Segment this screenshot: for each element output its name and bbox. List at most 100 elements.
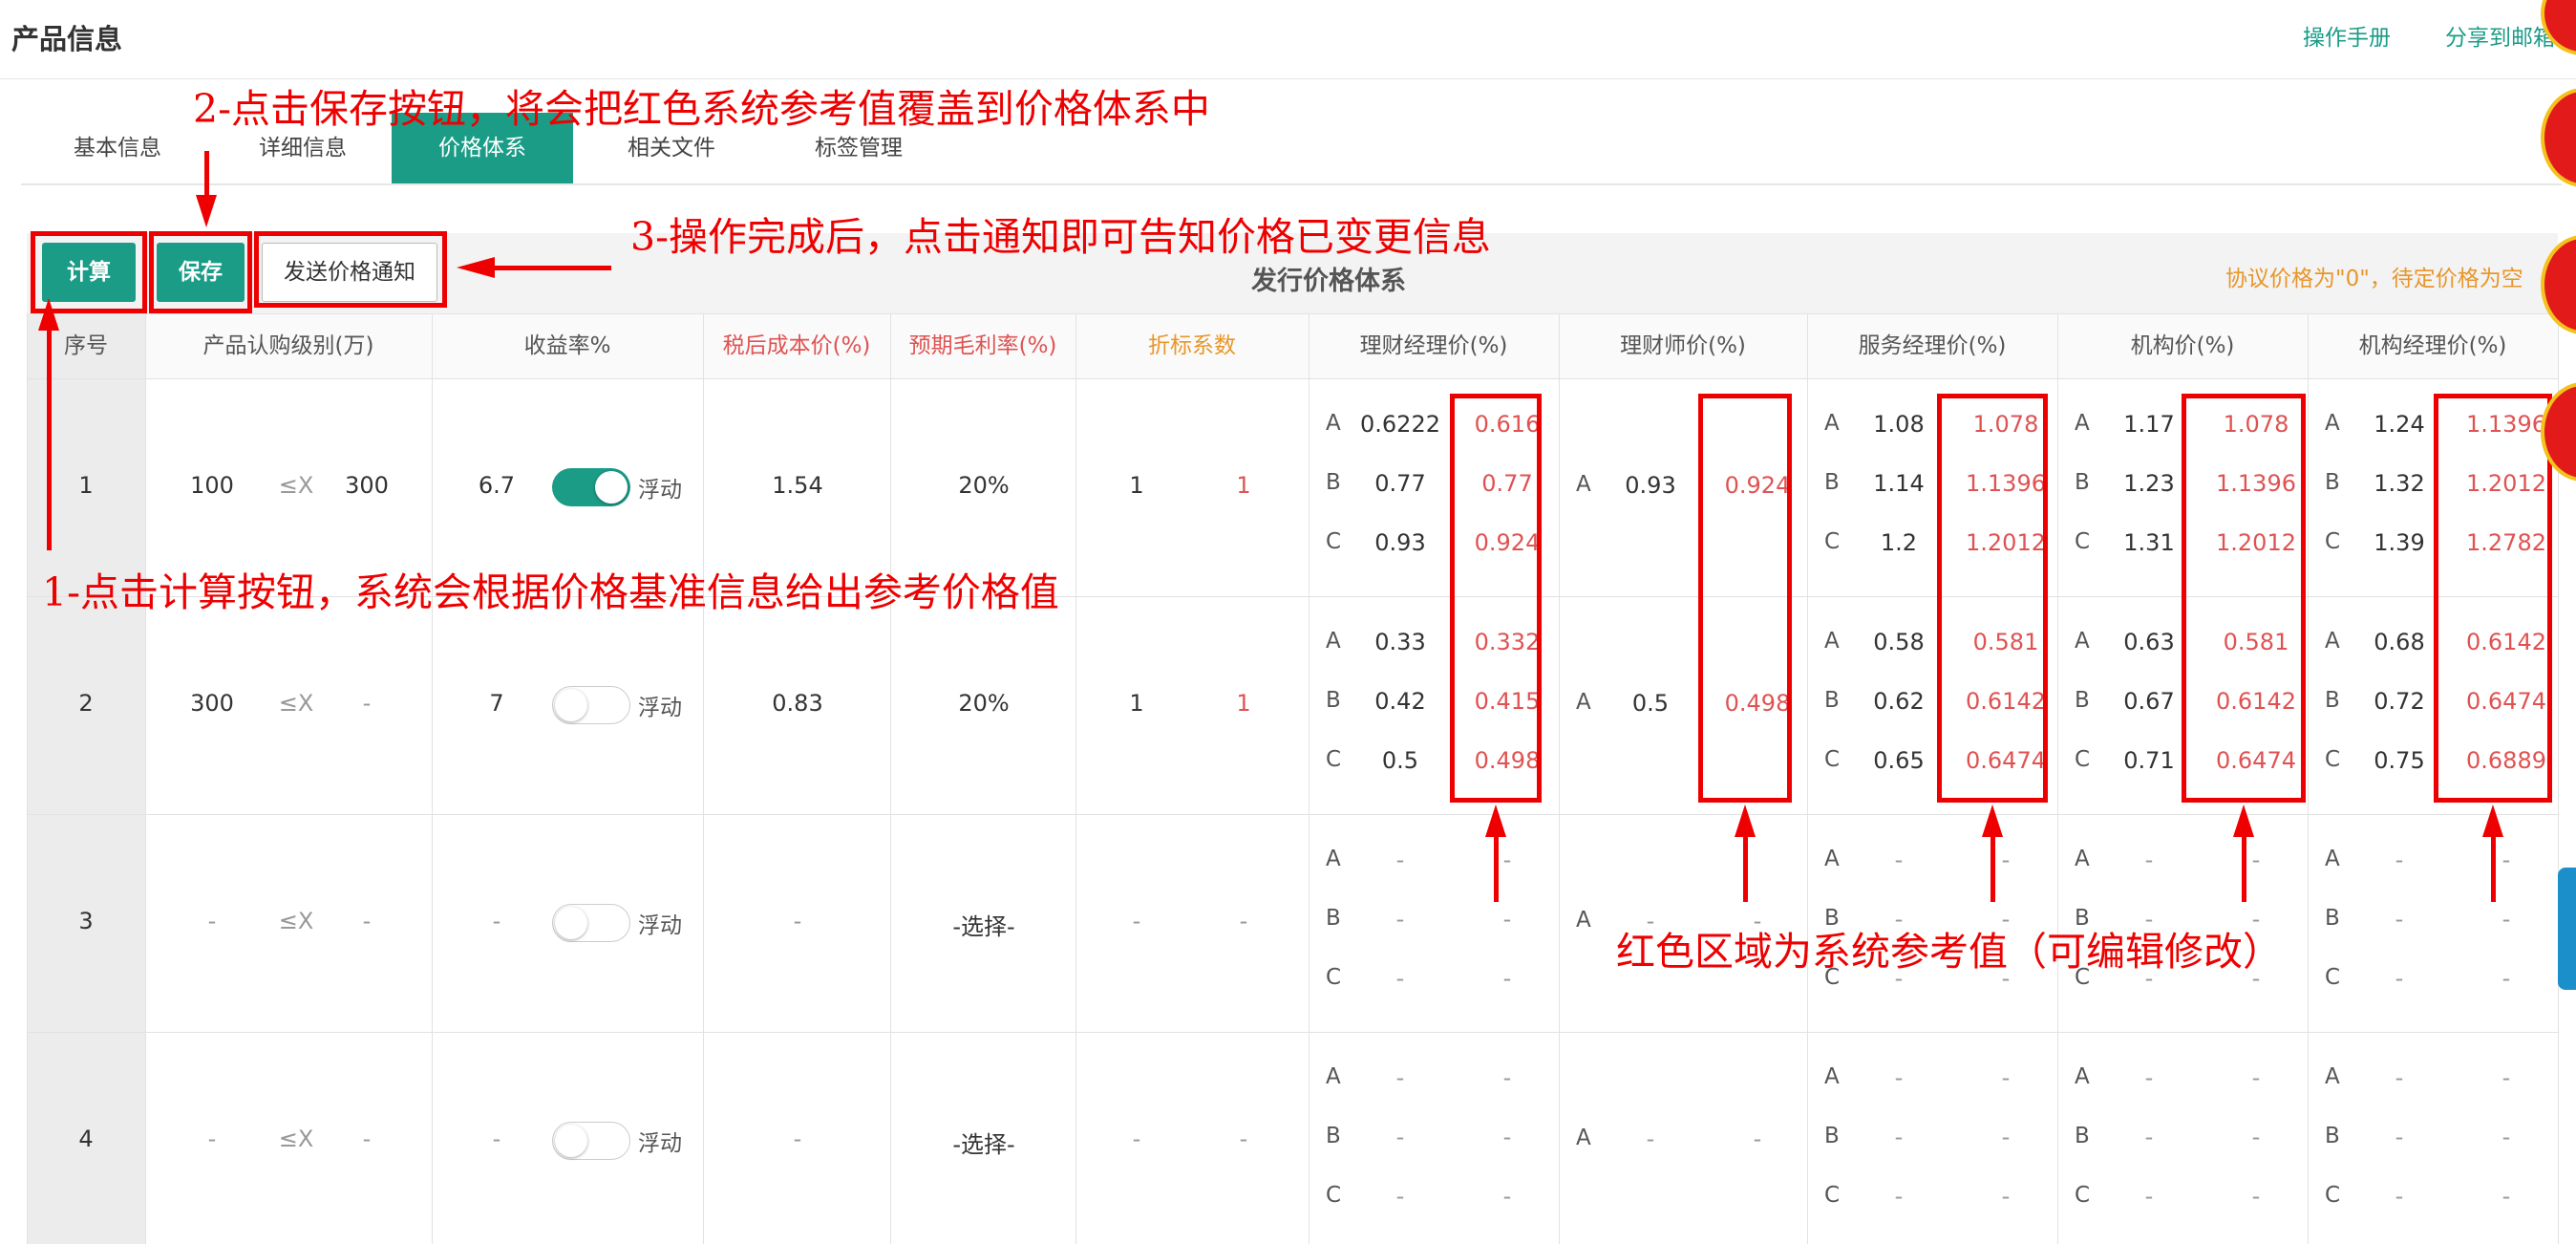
service-manager-price-reference[interactable]: -: [2001, 1064, 2011, 1091]
institution-price-input[interactable]: 0.67: [2123, 688, 2175, 715]
yield-rate-input[interactable]: -: [492, 1126, 501, 1152]
institution-price-reference[interactable]: -: [2251, 906, 2261, 933]
institution-manager-price-input[interactable]: 0.72: [2374, 688, 2425, 715]
tab-related-files[interactable]: 相关文件: [628, 136, 715, 161]
after-tax-cost[interactable]: -: [793, 1126, 802, 1152]
institution-manager-price-reference[interactable]: 1.1396: [2466, 411, 2546, 438]
tier-min-input[interactable]: 100: [190, 472, 234, 499]
calculate-button[interactable]: 计算: [42, 243, 136, 302]
yield-rate-input[interactable]: 7: [489, 690, 504, 717]
wealth-manager-price-reference[interactable]: -: [1502, 1183, 1512, 1210]
institution-price-input[interactable]: -: [2144, 1124, 2154, 1150]
service-manager-price-reference[interactable]: 0.6474: [1966, 747, 2046, 774]
float-toggle[interactable]: [552, 468, 630, 506]
institution-manager-price-input[interactable]: 1.24: [2374, 411, 2425, 438]
institution-manager-price-reference[interactable]: 0.6889: [2466, 747, 2546, 774]
wealth-manager-price-reference[interactable]: -: [1502, 847, 1512, 873]
financial-planner-price-reference[interactable]: -: [1753, 908, 1762, 934]
institution-price-reference[interactable]: 1.1396: [2216, 470, 2296, 497]
service-manager-price-reference[interactable]: -: [2001, 906, 2011, 933]
service-manager-price-reference[interactable]: -: [2001, 1124, 2011, 1150]
wealth-manager-price-input[interactable]: -: [1395, 1124, 1405, 1150]
service-manager-price-reference[interactable]: -: [2001, 1183, 2011, 1210]
service-manager-price-reference[interactable]: -: [2001, 965, 2011, 992]
service-manager-price-input[interactable]: -: [1894, 906, 1904, 933]
financial-planner-price-input[interactable]: -: [1646, 908, 1655, 934]
discount-coef-ref[interactable]: 1: [1236, 472, 1251, 499]
institution-price-input[interactable]: -: [2144, 906, 2154, 933]
financial-planner-price-reference[interactable]: 0.498: [1724, 690, 1791, 717]
service-manager-price-reference[interactable]: 1.078: [1972, 411, 2039, 438]
institution-price-input[interactable]: -: [2144, 1183, 2154, 1210]
expected-margin[interactable]: -选择-: [952, 913, 1015, 940]
wealth-manager-price-input[interactable]: 0.5: [1381, 747, 1419, 774]
tab-detail-info[interactable]: 详细信息: [259, 136, 347, 161]
service-manager-price-input[interactable]: -: [1894, 847, 1904, 873]
institution-manager-price-reference[interactable]: -: [2501, 906, 2511, 933]
after-tax-cost[interactable]: 1.54: [772, 472, 823, 499]
expected-margin[interactable]: 20%: [958, 690, 1010, 717]
institution-manager-price-input[interactable]: 0.68: [2374, 629, 2425, 655]
institution-price-input[interactable]: -: [2144, 847, 2154, 873]
service-manager-price-input[interactable]: 0.65: [1873, 747, 1925, 774]
service-manager-price-input[interactable]: 1.14: [1873, 470, 1925, 497]
expected-margin[interactable]: -选择-: [952, 1131, 1015, 1158]
institution-price-input[interactable]: 1.23: [2123, 470, 2175, 497]
float-toggle[interactable]: [552, 904, 630, 942]
institution-manager-price-input[interactable]: -: [2395, 847, 2404, 873]
institution-manager-price-input[interactable]: 1.39: [2374, 529, 2425, 556]
wealth-manager-price-input[interactable]: -: [1395, 965, 1405, 992]
float-toggle[interactable]: [552, 1122, 630, 1160]
wealth-manager-price-input[interactable]: 0.33: [1374, 629, 1426, 655]
discount-coef[interactable]: -: [1132, 1126, 1141, 1152]
discount-coef[interactable]: 1: [1129, 690, 1144, 717]
financial-planner-price-input[interactable]: 0.5: [1631, 690, 1670, 717]
discount-coef-ref[interactable]: 1: [1236, 690, 1251, 717]
service-manager-price-input[interactable]: -: [1894, 1124, 1904, 1150]
discount-coef[interactable]: 1: [1129, 472, 1144, 499]
wealth-manager-price-reference[interactable]: 0.616: [1474, 411, 1541, 438]
tab-tag-management[interactable]: 标签管理: [815, 136, 903, 161]
float-toggle[interactable]: [552, 686, 630, 724]
institution-manager-price-input[interactable]: -: [2395, 906, 2404, 933]
wealth-manager-price-reference[interactable]: -: [1502, 906, 1512, 933]
wealth-manager-price-reference[interactable]: 0.77: [1481, 470, 1533, 497]
institution-manager-price-input[interactable]: -: [2395, 1124, 2404, 1150]
discount-coef-ref[interactable]: -: [1239, 1126, 1248, 1152]
service-manager-price-input[interactable]: 1.08: [1873, 411, 1925, 438]
institution-manager-price-reference[interactable]: 0.6142: [2466, 629, 2546, 655]
institution-price-reference[interactable]: -: [2251, 1183, 2261, 1210]
service-manager-price-input[interactable]: 1.2: [1880, 529, 1918, 556]
service-manager-price-input[interactable]: -: [1894, 1183, 1904, 1210]
wealth-manager-price-reference[interactable]: 0.924: [1474, 529, 1541, 556]
institution-manager-price-input[interactable]: -: [2395, 965, 2404, 992]
institution-manager-price-input[interactable]: -: [2395, 1064, 2404, 1091]
wealth-manager-price-input[interactable]: -: [1395, 847, 1405, 873]
service-manager-price-reference[interactable]: 1.2012: [1966, 529, 2046, 556]
wealth-manager-price-reference[interactable]: 0.498: [1474, 747, 1541, 774]
institution-price-input[interactable]: 1.17: [2123, 411, 2175, 438]
service-manager-price-reference[interactable]: 0.581: [1972, 629, 2039, 655]
save-button[interactable]: 保存: [157, 243, 245, 302]
tab-price-system[interactable]: 价格体系: [392, 113, 573, 183]
wealth-manager-price-reference[interactable]: 0.415: [1474, 688, 1541, 715]
tier-max-input[interactable]: -: [362, 1126, 372, 1152]
share-email-link[interactable]: 分享到邮箱: [2445, 26, 2555, 51]
wealth-manager-price-input[interactable]: -: [1395, 1183, 1405, 1210]
manual-link[interactable]: 操作手册: [2303, 26, 2391, 51]
service-manager-price-reference[interactable]: 0.6142: [1966, 688, 2046, 715]
institution-price-input[interactable]: -: [2144, 965, 2154, 992]
financial-planner-price-reference[interactable]: 0.924: [1724, 472, 1791, 499]
service-manager-price-input[interactable]: -: [1894, 1064, 1904, 1091]
institution-manager-price-reference[interactable]: -: [2501, 1183, 2511, 1210]
institution-manager-price-reference[interactable]: 1.2782: [2466, 529, 2546, 556]
after-tax-cost[interactable]: -: [793, 908, 802, 934]
institution-price-reference[interactable]: -: [2251, 965, 2261, 992]
wealth-manager-price-reference[interactable]: 0.332: [1474, 629, 1541, 655]
financial-planner-price-input[interactable]: -: [1646, 1126, 1655, 1152]
discount-coef[interactable]: -: [1132, 908, 1141, 934]
discount-coef-ref[interactable]: -: [1239, 908, 1248, 934]
institution-manager-price-reference[interactable]: -: [2501, 965, 2511, 992]
wealth-manager-price-reference[interactable]: -: [1502, 965, 1512, 992]
institution-price-reference[interactable]: 1.2012: [2216, 529, 2296, 556]
